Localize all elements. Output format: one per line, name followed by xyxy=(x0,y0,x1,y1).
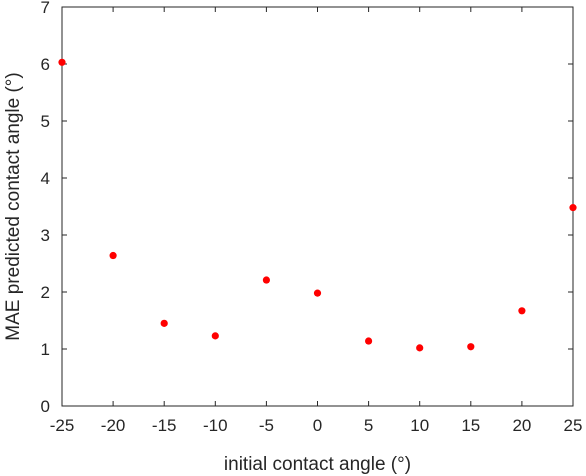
y-tick-label: 6 xyxy=(41,55,50,74)
y-axis-ticks: 0 1 2 3 4 5 6 7 xyxy=(41,0,573,416)
y-tick-label: 4 xyxy=(41,169,50,188)
x-tick-label: 10 xyxy=(410,416,429,435)
data-point xyxy=(365,337,373,345)
data-point xyxy=(262,276,270,284)
y-tick-label: 0 xyxy=(41,397,50,416)
data-point xyxy=(109,251,117,260)
y-tick-label: 3 xyxy=(41,226,50,245)
y-tick-label: 1 xyxy=(41,340,50,359)
data-point xyxy=(313,289,322,297)
x-axis-ticks: -25 -20 -15 -10 -5 0 5 10 15 20 25 xyxy=(50,7,583,435)
x-tick-label: -5 xyxy=(259,416,274,435)
data-point xyxy=(569,204,577,212)
y-tick-label: 7 xyxy=(41,0,50,17)
x-tick-label: 20 xyxy=(512,416,531,435)
x-tick-label: 25 xyxy=(564,416,583,435)
x-tick-label: 5 xyxy=(364,416,373,435)
y-tick-label: 2 xyxy=(41,283,50,302)
x-tick-label: 15 xyxy=(461,416,480,435)
y-tick-label: 5 xyxy=(41,112,50,131)
x-tick-label: -25 xyxy=(50,416,75,435)
data-point xyxy=(211,332,219,340)
data-point xyxy=(518,307,526,315)
data-points xyxy=(58,58,577,352)
data-point xyxy=(58,58,66,66)
data-point xyxy=(467,343,475,351)
x-tick-label: 0 xyxy=(313,416,322,435)
y-axis-label: MAE predicted contact angle (°) xyxy=(3,72,24,340)
x-tick-label: -20 xyxy=(101,416,126,435)
x-tick-label: -15 xyxy=(152,416,177,435)
x-tick-label: -10 xyxy=(203,416,228,435)
data-point xyxy=(416,344,424,352)
x-axis-label: initial contact angle (°) xyxy=(224,454,411,475)
data-point xyxy=(160,319,168,327)
